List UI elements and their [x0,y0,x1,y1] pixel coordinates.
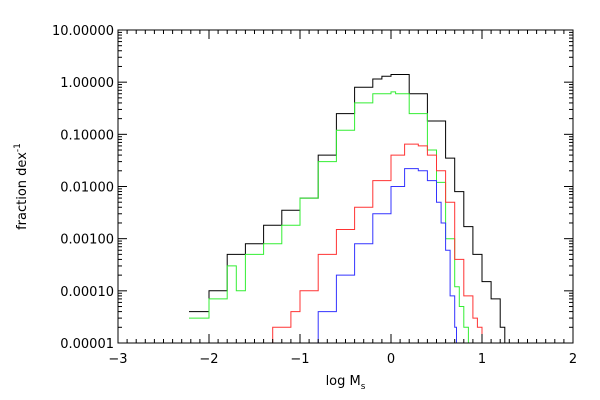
series-line-3 [254,143,483,344]
y-axis-title-main: fraction dex [15,152,30,230]
x-axis-title-main: log M [326,374,361,389]
series-line-1 [189,74,506,343]
y-axis-title-superscript: -1 [13,143,23,152]
y-tick-label: 10.00000 [52,24,114,39]
ticks-layer: −3 −2 −1 0 1 2 0.00001 0.00010 0.00100 0.01000 0.1… [52,24,577,367]
x-tick-label: −1 [290,352,309,367]
y-tick-label: 0.00010 [60,285,114,300]
y-tick-label: 0.00100 [60,233,114,248]
x-axis-title-subscript: s [361,382,366,392]
x-tick-label: 0 [387,352,395,367]
y-tick-label: 1.00000 [60,76,114,91]
y-tick-label: 0.10000 [60,128,114,143]
y-tick-label: 0.00001 [60,337,114,352]
y-axis-title: fraction dex-1 [13,143,30,230]
x-tick-label: −3 [108,352,127,367]
x-tick-label: −2 [199,352,218,367]
x-tick-label: 1 [478,352,486,367]
y-tick-label: 0.01000 [60,181,114,196]
series-layer [189,74,506,344]
x-axis-title: log Ms [326,374,366,392]
x-tick-label: 2 [569,352,577,367]
series-line-4 [300,168,460,344]
